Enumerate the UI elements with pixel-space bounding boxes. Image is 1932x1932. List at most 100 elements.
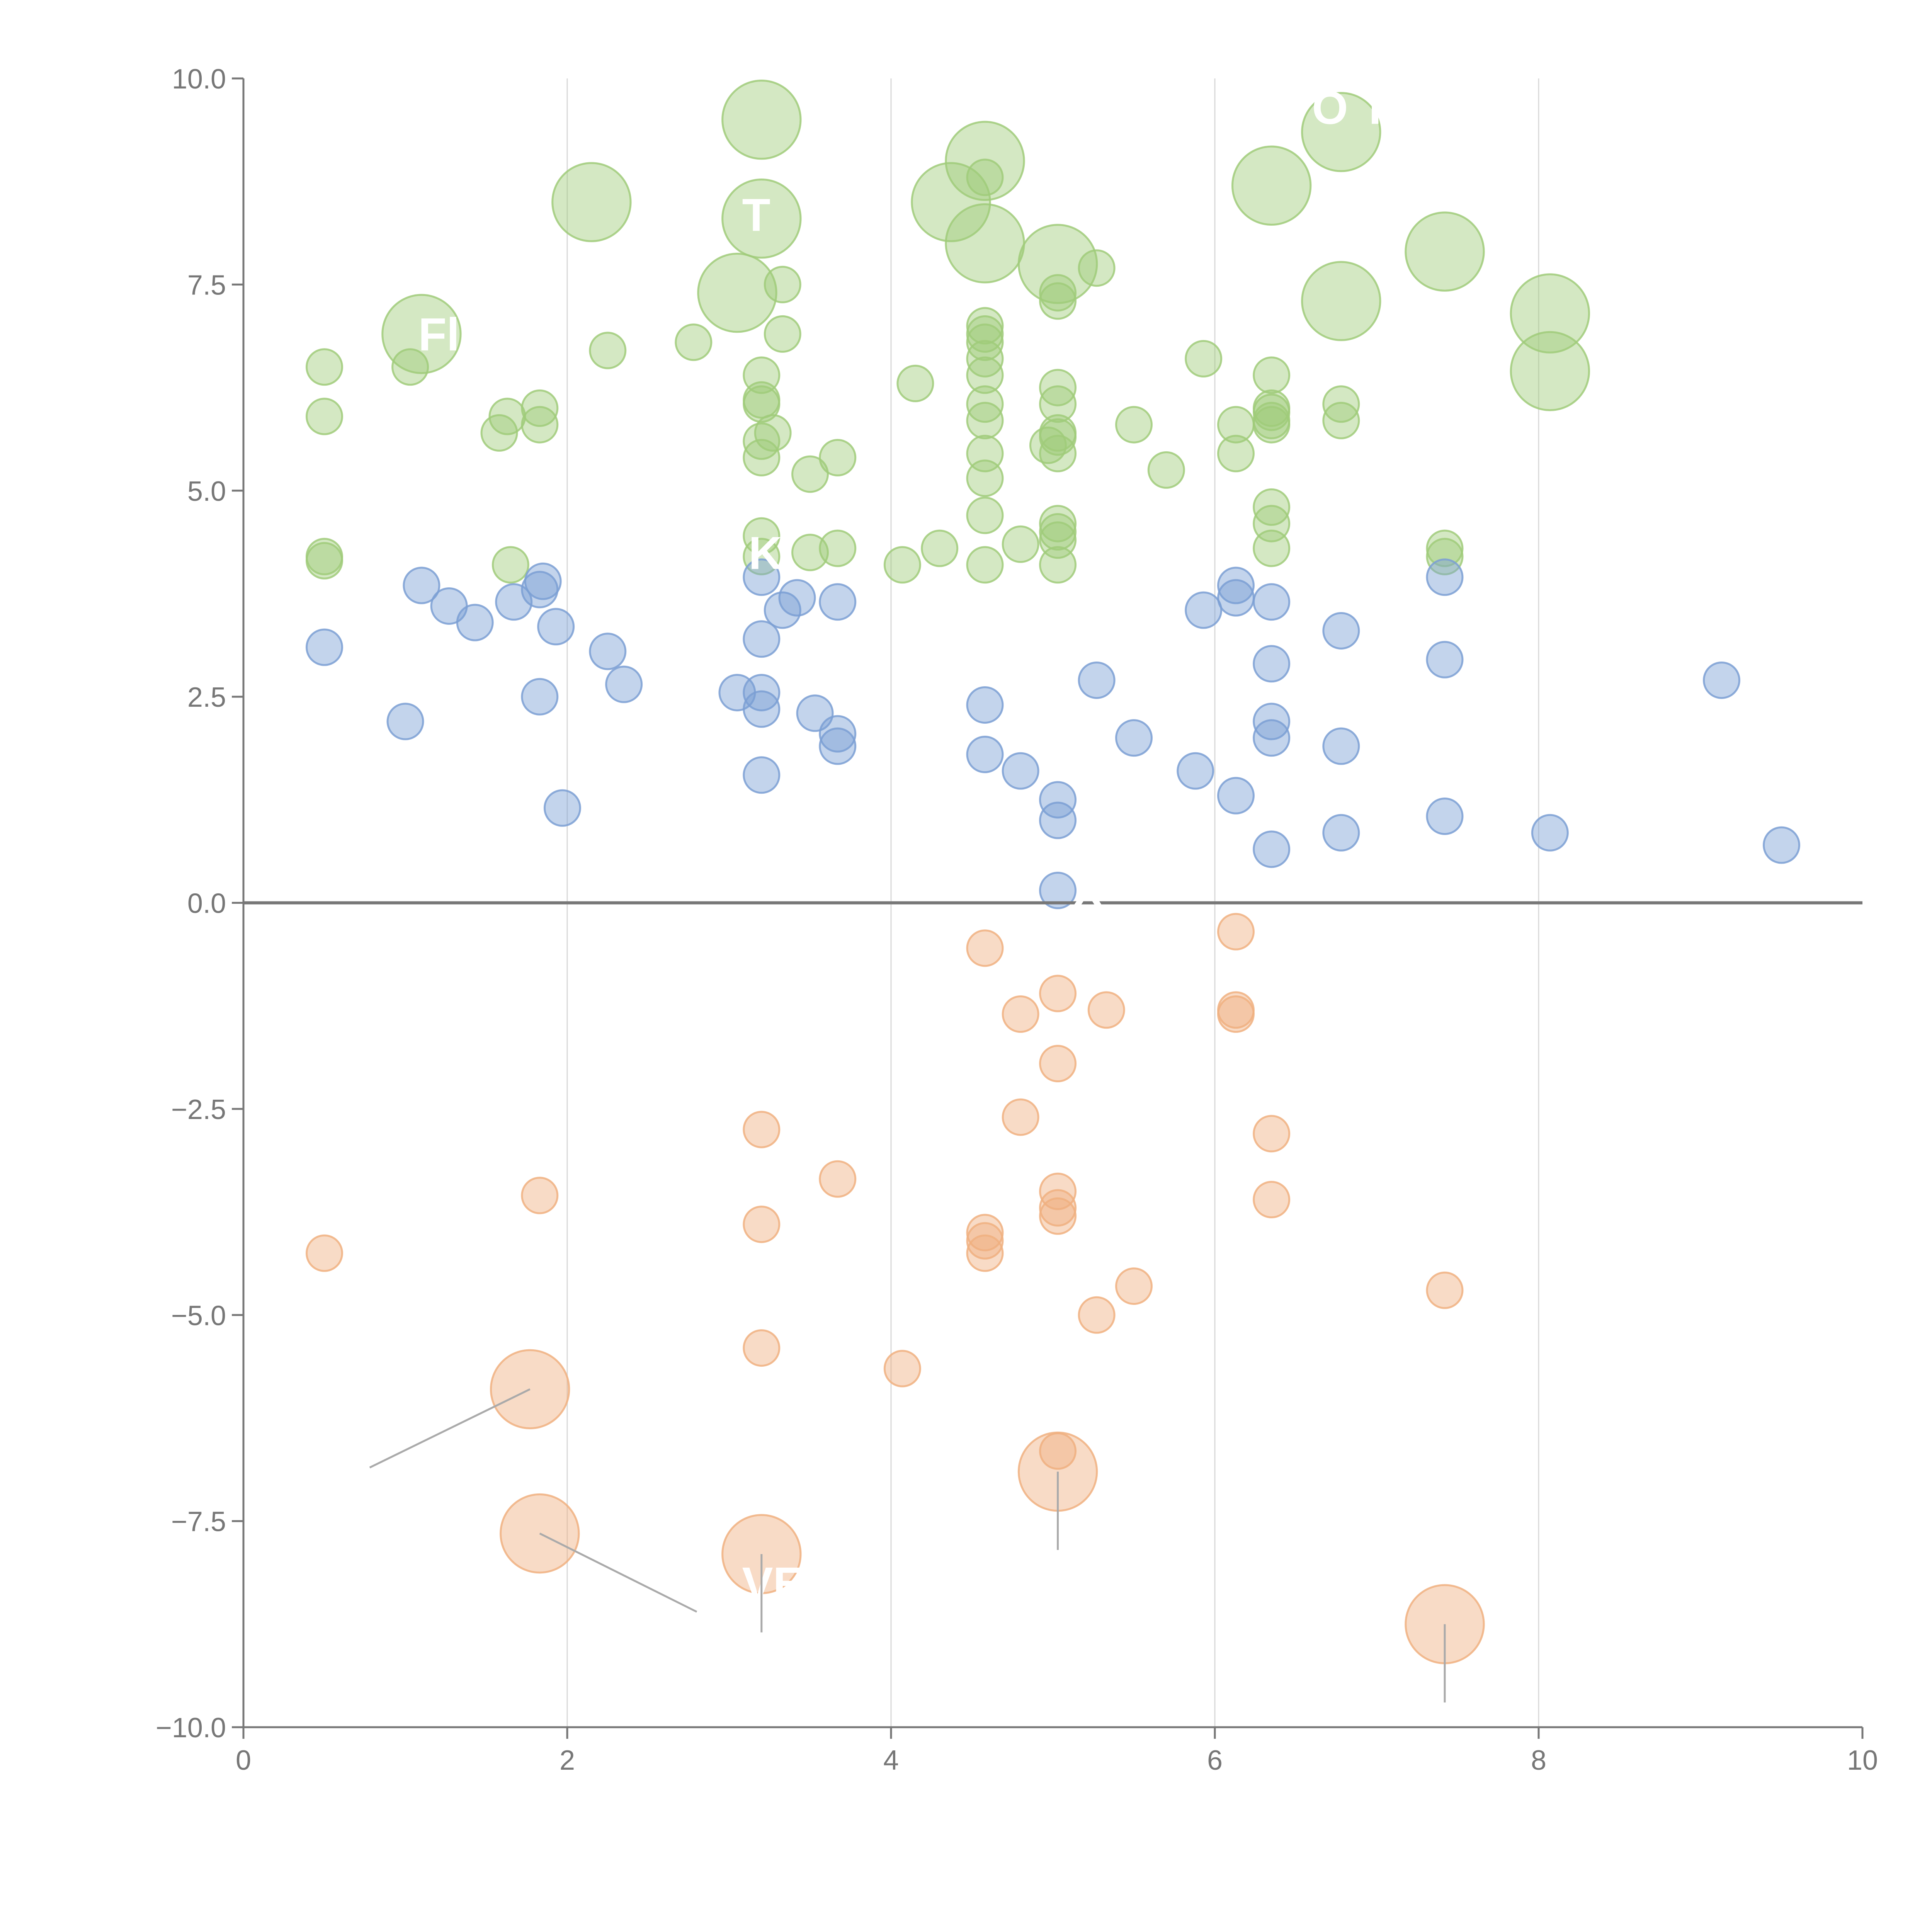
- data-point: [543, 789, 581, 827]
- data-point: [1147, 451, 1185, 489]
- data-point: [1253, 488, 1291, 526]
- y-tick-label: 10.0: [172, 64, 226, 95]
- data-point: [764, 591, 801, 629]
- data-point: [764, 265, 801, 303]
- data-point: [1115, 719, 1153, 757]
- data-point: [1039, 418, 1077, 456]
- data-point: [819, 583, 857, 621]
- data-point: [1253, 406, 1291, 444]
- data-point: [883, 1350, 921, 1388]
- data-point: [1039, 385, 1077, 423]
- y-tick-label: 7.5: [187, 270, 226, 301]
- data-point: [1426, 529, 1464, 567]
- data-point: [819, 529, 857, 567]
- data-point: [1039, 282, 1077, 320]
- data-point: [1039, 435, 1077, 473]
- data-point: [589, 633, 627, 670]
- data-point: [743, 1206, 781, 1243]
- data-point: [966, 1214, 1004, 1252]
- data-point: [743, 756, 781, 794]
- data-point: [819, 715, 857, 753]
- data-point: [966, 158, 1004, 196]
- data-point: [1217, 913, 1255, 951]
- data-point: [488, 398, 526, 435]
- annotation-label: X: [1072, 865, 1103, 917]
- data-point: [1253, 719, 1291, 757]
- data-point: [456, 604, 494, 641]
- data-point: [743, 558, 781, 596]
- data-point: [605, 665, 643, 703]
- data-point: [1017, 224, 1098, 304]
- data-point: [306, 628, 343, 666]
- data-point: [1039, 1189, 1077, 1227]
- data-point: [1039, 871, 1077, 909]
- data-point: [966, 307, 1004, 345]
- data-point: [1322, 727, 1360, 765]
- data-point: [1510, 273, 1590, 354]
- points-layer: [306, 79, 1800, 1665]
- data-point: [1253, 645, 1291, 683]
- data-point: [1763, 826, 1800, 864]
- data-point: [966, 459, 1004, 497]
- data-point: [1185, 591, 1223, 629]
- data-point: [1087, 991, 1125, 1029]
- data-point: [743, 439, 781, 476]
- annotation-label: T: [742, 189, 770, 241]
- x-tick-label: 10: [1847, 1745, 1878, 1776]
- data-point: [1301, 261, 1381, 341]
- x-tick-label: 4: [883, 1745, 899, 1776]
- data-point: [921, 529, 959, 567]
- data-point: [1177, 752, 1214, 790]
- y-tick-label: −10.0: [156, 1713, 226, 1743]
- data-point: [1253, 1181, 1291, 1219]
- data-point: [1322, 401, 1360, 439]
- data-point: [743, 537, 781, 575]
- data-point: [492, 546, 529, 584]
- annotation-leader-line: [539, 1532, 697, 1613]
- data-point: [537, 608, 575, 646]
- x-tick-label: 8: [1531, 1745, 1546, 1776]
- annotation-label: VE: [742, 1558, 804, 1609]
- data-point: [791, 455, 829, 493]
- data-point: [521, 1177, 559, 1214]
- data-point: [764, 315, 801, 353]
- data-point: [1078, 661, 1116, 699]
- data-point: [743, 517, 781, 555]
- data-point: [966, 340, 1004, 378]
- data-point: [1322, 385, 1360, 423]
- data-point: [1217, 435, 1255, 473]
- data-point: [1426, 537, 1464, 575]
- data-point: [1301, 92, 1381, 172]
- data-point: [1426, 641, 1464, 679]
- y-tick-label: −5.0: [171, 1300, 226, 1331]
- data-point: [945, 203, 1025, 284]
- data-point: [1253, 529, 1291, 567]
- data-point: [1039, 369, 1077, 406]
- data-point: [791, 534, 829, 571]
- data-point: [1253, 583, 1291, 621]
- data-point: [306, 1234, 343, 1272]
- data-point: [1217, 566, 1255, 604]
- data-point: [743, 385, 781, 423]
- axis-layer: 10.0 7.5 5.0 2.5 0.0 −2.5 −5.0 −7.5 −10.0 0 2 4 6 8 10: [156, 64, 1878, 1776]
- data-point: [1253, 702, 1291, 740]
- data-point: [1039, 1197, 1077, 1235]
- data-point: [1217, 579, 1255, 617]
- x-tick-label: 2: [560, 1745, 575, 1776]
- x-tick-label: 0: [236, 1745, 251, 1776]
- data-point: [896, 364, 934, 402]
- data-point: [675, 323, 713, 361]
- data-point: [1039, 801, 1077, 839]
- data-point: [1185, 340, 1223, 378]
- data-point: [1115, 1267, 1153, 1305]
- y-tick-label: 0.0: [187, 888, 226, 919]
- data-point: [521, 389, 559, 427]
- data-point: [778, 579, 816, 617]
- data-point: [1039, 513, 1077, 551]
- y-tick-label: 2.5: [187, 682, 226, 713]
- data-point: [1405, 211, 1485, 292]
- y-tick-label: −7.5: [171, 1507, 226, 1537]
- data-point: [521, 571, 559, 609]
- data-point: [1426, 1271, 1464, 1309]
